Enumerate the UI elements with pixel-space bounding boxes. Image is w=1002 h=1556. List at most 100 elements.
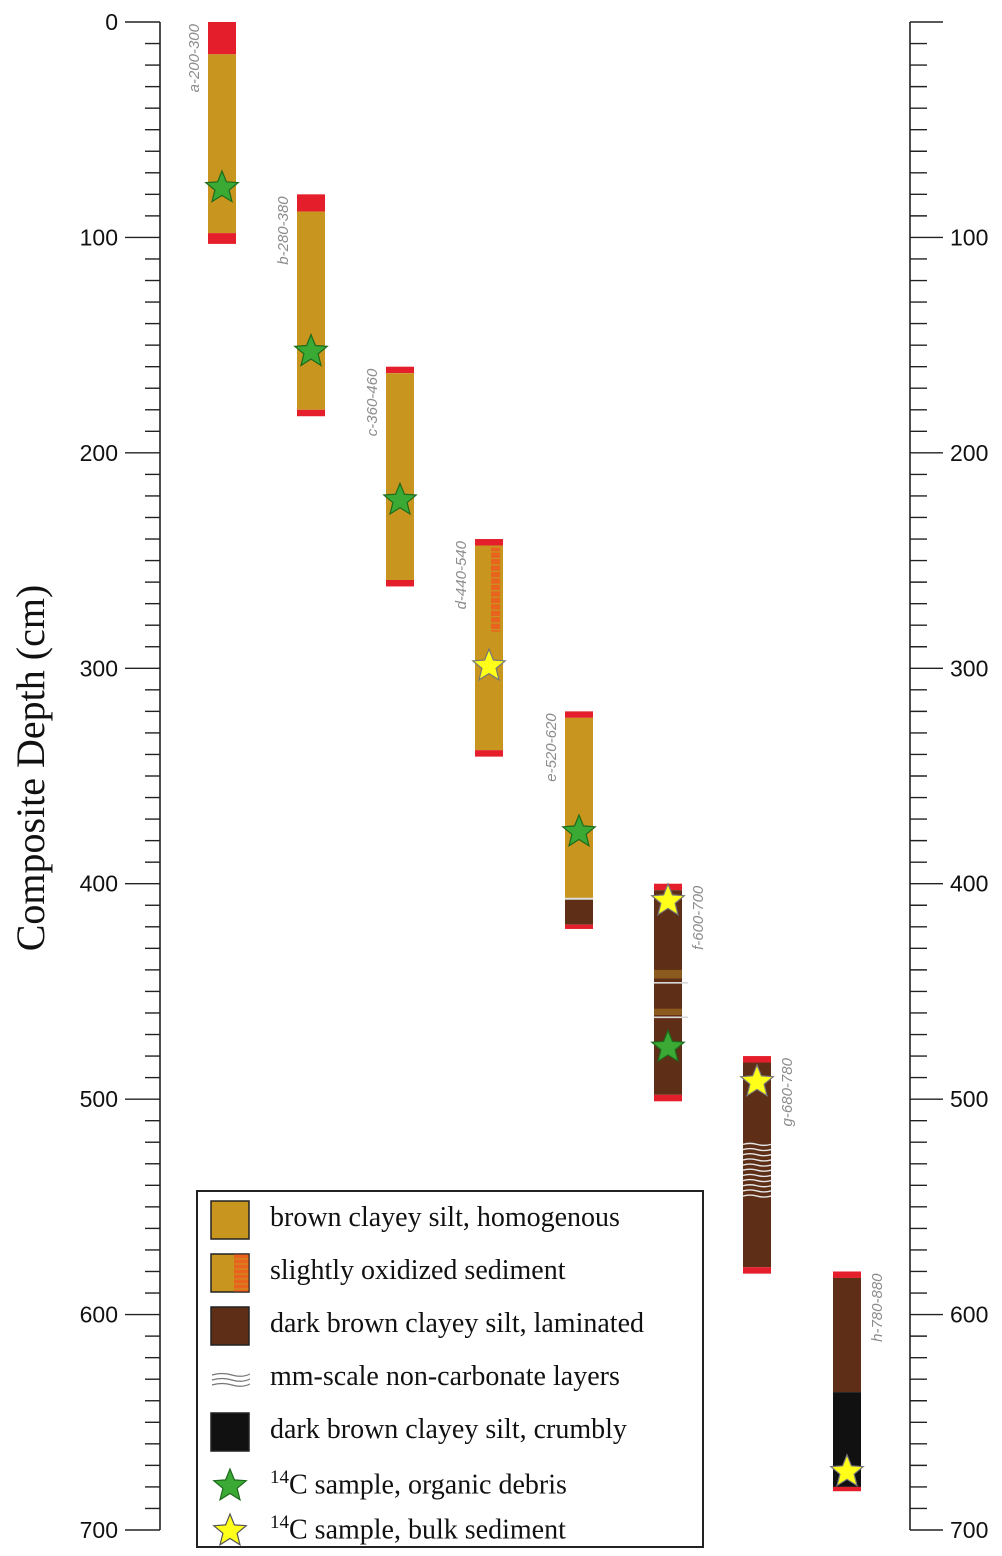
core-segment-dark-brown-laminated bbox=[833, 1277, 861, 1393]
green-star-icon bbox=[650, 1028, 686, 1063]
mm-layer bbox=[742, 1158, 772, 1162]
core-h-780-880: h-780-880 bbox=[829, 1271, 886, 1492]
lighter-band bbox=[654, 969, 682, 979]
core-segment-core-end bbox=[208, 233, 236, 244]
mm-layer bbox=[742, 1184, 772, 1188]
mm-layer bbox=[742, 1189, 772, 1193]
core-segment-core-end bbox=[297, 409, 325, 417]
core-segment-core-end bbox=[475, 750, 503, 757]
core-segment-core-end bbox=[475, 539, 503, 546]
legend-item-crumbly: dark brown clayey silt, crumbly bbox=[198, 1406, 702, 1458]
core-segment-core-end bbox=[743, 1056, 771, 1063]
core-segment-core-end bbox=[386, 579, 414, 587]
right-tick-label: 200 bbox=[950, 440, 988, 466]
mm-layer bbox=[742, 1173, 772, 1178]
core-segment-dark-brown-laminated bbox=[565, 898, 593, 925]
right-tick-label: 300 bbox=[950, 655, 988, 681]
left-depth-axis: 0 100 200 300 400 500 600 700 bbox=[80, 9, 161, 1543]
left-tick-label: 400 bbox=[80, 871, 118, 897]
legend-item-brown: brown clayey silt, homogenous bbox=[198, 1194, 702, 1246]
core-segment-core-end bbox=[654, 1094, 682, 1102]
core-segment-brown-homogenous bbox=[208, 54, 236, 234]
core-label: b-280-380 bbox=[275, 196, 292, 265]
mm-layer bbox=[742, 1142, 772, 1147]
right-tick-label: 400 bbox=[950, 871, 988, 897]
yellow-star-icon bbox=[650, 882, 686, 917]
core-segment-core-end bbox=[386, 366, 414, 374]
green-star-icon bbox=[293, 332, 329, 367]
core-label: f-600-700 bbox=[690, 885, 707, 950]
left-tick-label: 100 bbox=[80, 224, 118, 250]
oxidized-swatch bbox=[210, 1253, 250, 1293]
bulk-label-text: C sample, bulk sediment bbox=[289, 1514, 566, 1546]
core-segment-brown-homogenous bbox=[386, 373, 414, 580]
core-segment-core-end bbox=[833, 1271, 861, 1278]
core-segment-core-end bbox=[743, 1267, 771, 1274]
legend-label-dark-brown: dark brown clayey silt, laminated bbox=[270, 1308, 644, 1339]
left-tick-label: 200 bbox=[80, 440, 118, 466]
organic-isotope-superscript: 14 bbox=[270, 1467, 289, 1488]
legend-label-organic: 14C sample, organic debris bbox=[270, 1467, 567, 1501]
core-segment-core-end bbox=[297, 194, 325, 212]
core-segment-core-end bbox=[565, 711, 593, 718]
left-tick-label: 300 bbox=[80, 655, 118, 681]
core-label: e-520-620 bbox=[543, 713, 560, 782]
core-segment-core-end bbox=[833, 1486, 861, 1492]
green-star-icon bbox=[212, 1467, 248, 1502]
legend-item-bulk: 14C sample, bulk sediment bbox=[198, 1504, 702, 1556]
core-e-520-620: e-520-620 bbox=[543, 711, 597, 929]
yellow-star-icon bbox=[739, 1063, 775, 1098]
legend: brown clayey silt, homogenous slightly o… bbox=[196, 1190, 704, 1548]
legend-label-mm-layers: mm-scale non-carbonate layers bbox=[270, 1361, 620, 1392]
mm-layer bbox=[742, 1163, 772, 1167]
legend-item-dark-brown: dark brown clayey silt, laminated bbox=[198, 1300, 702, 1352]
core-segment-core-end bbox=[565, 924, 593, 929]
core-sections: a-200-300 b-280-380 c-360-460 d-440-540 e-52… bbox=[186, 22, 886, 1492]
mm-layer bbox=[742, 1194, 772, 1198]
core-b-280-380: b-280-380 bbox=[275, 194, 329, 417]
core-label: c-360-460 bbox=[364, 368, 381, 436]
mm-layer bbox=[742, 1178, 772, 1183]
oxidized-zone bbox=[491, 547, 500, 632]
organic-label-text: C sample, organic debris bbox=[289, 1469, 567, 1501]
legend-label-oxidized: slightly oxidized sediment bbox=[270, 1255, 566, 1286]
core-d-440-540: d-440-540 bbox=[453, 539, 507, 757]
left-tick-label: 0 bbox=[105, 9, 118, 35]
green-star-icon bbox=[382, 481, 418, 516]
green-star-icon bbox=[204, 169, 240, 203]
dark-brown-swatch bbox=[210, 1306, 250, 1346]
legend-label-bulk: 14C sample, bulk sediment bbox=[270, 1512, 566, 1546]
core-segment-brown-homogenous bbox=[565, 717, 593, 899]
left-tick-label: 700 bbox=[80, 1517, 118, 1543]
legend-item-organic: 14C sample, organic debris bbox=[198, 1459, 702, 1511]
core-label: g-680-780 bbox=[779, 1057, 796, 1126]
lighter-band bbox=[654, 1008, 682, 1016]
right-tick-label: 600 bbox=[950, 1302, 988, 1328]
right-tick-label: 100 bbox=[950, 224, 988, 250]
legend-label-brown: brown clayey silt, homogenous bbox=[270, 1202, 620, 1233]
core-segment-dark-brown-laminated bbox=[654, 890, 682, 1095]
left-tick-label: 600 bbox=[80, 1302, 118, 1328]
core-f-600-700: f-600-700 bbox=[650, 882, 707, 1102]
core-c-360-460: c-360-460 bbox=[364, 366, 418, 587]
left-tick-label: 500 bbox=[80, 1086, 118, 1112]
yellow-star-icon bbox=[471, 647, 507, 682]
green-star-icon bbox=[561, 813, 597, 848]
mm-layer bbox=[742, 1168, 772, 1172]
mm-layers-swatch bbox=[211, 1372, 250, 1387]
mm-layer bbox=[742, 1147, 772, 1152]
crumbly-swatch bbox=[210, 1412, 250, 1452]
legend-label-crumbly: dark brown clayey silt, crumbly bbox=[270, 1414, 627, 1445]
core-a-200-300: a-200-300 bbox=[186, 22, 240, 244]
mm-layer bbox=[742, 1153, 772, 1157]
brown-swatch bbox=[210, 1200, 250, 1240]
right-depth-axis: 100 200 300 400 500 600 700 bbox=[909, 21, 988, 1543]
right-tick-label: 500 bbox=[950, 1086, 988, 1112]
legend-item-oxidized: slightly oxidized sediment bbox=[198, 1247, 702, 1299]
core-g-680-780: g-680-780 bbox=[739, 1056, 796, 1274]
core-segment-brown-homogenous bbox=[297, 211, 325, 410]
legend-item-mm-layers: mm-scale non-carbonate layers bbox=[198, 1353, 702, 1405]
y-axis-title: Composite Depth (cm) bbox=[8, 585, 53, 952]
yellow-star-icon bbox=[212, 1512, 248, 1547]
